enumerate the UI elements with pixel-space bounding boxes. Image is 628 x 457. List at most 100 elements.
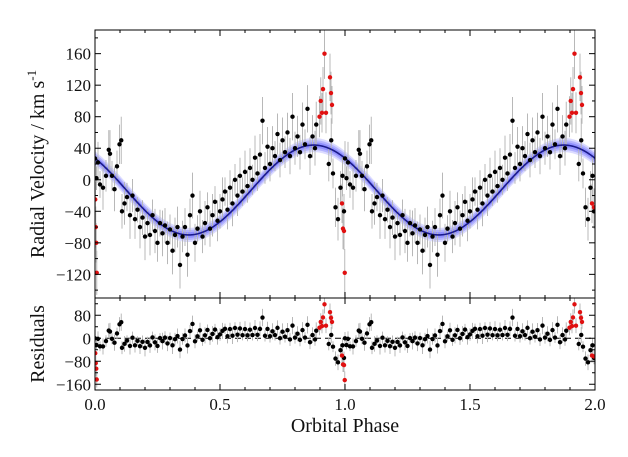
rv-point bbox=[330, 171, 336, 176]
rv-point bbox=[232, 177, 238, 182]
residual-point bbox=[177, 347, 183, 352]
residual-point bbox=[140, 339, 145, 345]
rv-y-tick-label: 0 bbox=[83, 171, 92, 190]
rv-point bbox=[326, 161, 331, 167]
residual-point bbox=[590, 343, 595, 348]
residual-point bbox=[432, 333, 438, 338]
residual-point bbox=[430, 336, 435, 342]
rv-point bbox=[455, 205, 460, 210]
rv-point bbox=[420, 248, 425, 253]
residual-point-flagged bbox=[95, 360, 98, 366]
residual-point bbox=[260, 315, 265, 320]
residual-point bbox=[242, 326, 248, 332]
residual-point bbox=[119, 345, 125, 350]
rv-point bbox=[122, 201, 127, 206]
residual-point bbox=[395, 339, 400, 345]
rv-point bbox=[225, 207, 230, 212]
rv-point bbox=[369, 138, 374, 143]
rv-point bbox=[217, 209, 223, 214]
residual-point-flagged bbox=[577, 309, 583, 315]
rv-point bbox=[237, 173, 243, 179]
rv-point bbox=[475, 207, 480, 212]
rv-point bbox=[417, 227, 423, 232]
residual-point bbox=[155, 343, 160, 349]
residual-point bbox=[160, 338, 165, 344]
rv-point bbox=[477, 185, 483, 190]
residual-y-tick-label: 0 bbox=[83, 329, 92, 348]
residual-point bbox=[165, 341, 170, 346]
rv-point bbox=[442, 240, 448, 246]
x-tick-label: 0.5 bbox=[209, 395, 230, 414]
rv-point bbox=[245, 183, 250, 189]
residual-point bbox=[237, 326, 243, 331]
residual-point bbox=[307, 340, 313, 345]
residual-point bbox=[167, 335, 173, 341]
residual-point bbox=[492, 326, 498, 332]
residual-point bbox=[357, 329, 363, 334]
residual-point bbox=[150, 335, 155, 340]
residual-point bbox=[109, 336, 115, 342]
rv-point bbox=[109, 173, 115, 179]
rv-point-flagged bbox=[572, 51, 577, 56]
residual-point bbox=[270, 329, 275, 334]
rv-point bbox=[341, 209, 347, 214]
rv-point bbox=[190, 193, 195, 198]
rv-point bbox=[333, 205, 338, 210]
residual-point bbox=[124, 338, 130, 343]
rv-point bbox=[492, 169, 498, 175]
residual-point bbox=[583, 356, 588, 361]
rv-y-tick-label: −80 bbox=[64, 234, 91, 253]
rv-point bbox=[197, 209, 203, 214]
residual-point bbox=[455, 327, 460, 333]
rv-y-tick-label: −120 bbox=[56, 265, 91, 284]
rv-point bbox=[350, 185, 356, 190]
rv-point bbox=[165, 240, 170, 246]
rv-y-tick-label: 160 bbox=[66, 45, 92, 64]
rv-point bbox=[395, 220, 400, 226]
rv-point bbox=[415, 240, 420, 246]
residual-point bbox=[227, 326, 233, 332]
rv-point-flagged bbox=[578, 90, 584, 96]
residual-point bbox=[335, 360, 341, 365]
rv-point bbox=[227, 185, 233, 190]
residual-point bbox=[425, 333, 430, 339]
rv-point bbox=[542, 146, 548, 151]
rv-point bbox=[260, 118, 265, 123]
residual-point bbox=[114, 331, 120, 336]
residual-point bbox=[537, 337, 543, 342]
rv-point bbox=[552, 142, 558, 147]
residual-point bbox=[340, 343, 345, 348]
residual-point bbox=[369, 319, 374, 325]
rv-point bbox=[515, 144, 520, 149]
residual-y-tick-label: 80 bbox=[74, 306, 91, 325]
residual-point bbox=[257, 326, 263, 332]
rv-point bbox=[590, 173, 595, 179]
residual-point bbox=[362, 340, 367, 345]
residual-point-flagged bbox=[341, 362, 347, 368]
rv-point-flagged bbox=[327, 75, 333, 80]
rv-point bbox=[380, 193, 385, 198]
rv-point bbox=[135, 207, 140, 212]
residual-point bbox=[353, 338, 359, 344]
rv-point bbox=[385, 207, 390, 212]
rv-point bbox=[242, 169, 248, 175]
rv-point bbox=[185, 252, 190, 257]
rv-point bbox=[364, 164, 370, 169]
rv-point-flagged bbox=[317, 114, 322, 119]
rv-point bbox=[170, 248, 175, 253]
rv-point bbox=[167, 227, 173, 232]
rv-point bbox=[207, 226, 213, 231]
residual-point bbox=[235, 332, 240, 337]
residual-point bbox=[107, 329, 113, 334]
rv-point bbox=[527, 157, 533, 163]
rv-point-flagged bbox=[320, 86, 326, 92]
residual-point bbox=[95, 336, 101, 342]
rv-point bbox=[277, 157, 283, 163]
residual-point bbox=[382, 343, 388, 348]
rv-point bbox=[107, 151, 113, 156]
rv-point-flagged bbox=[589, 201, 595, 206]
rv-point bbox=[440, 193, 445, 198]
rv-point bbox=[497, 165, 503, 171]
rv-point bbox=[124, 194, 130, 200]
residual-point bbox=[555, 322, 560, 328]
